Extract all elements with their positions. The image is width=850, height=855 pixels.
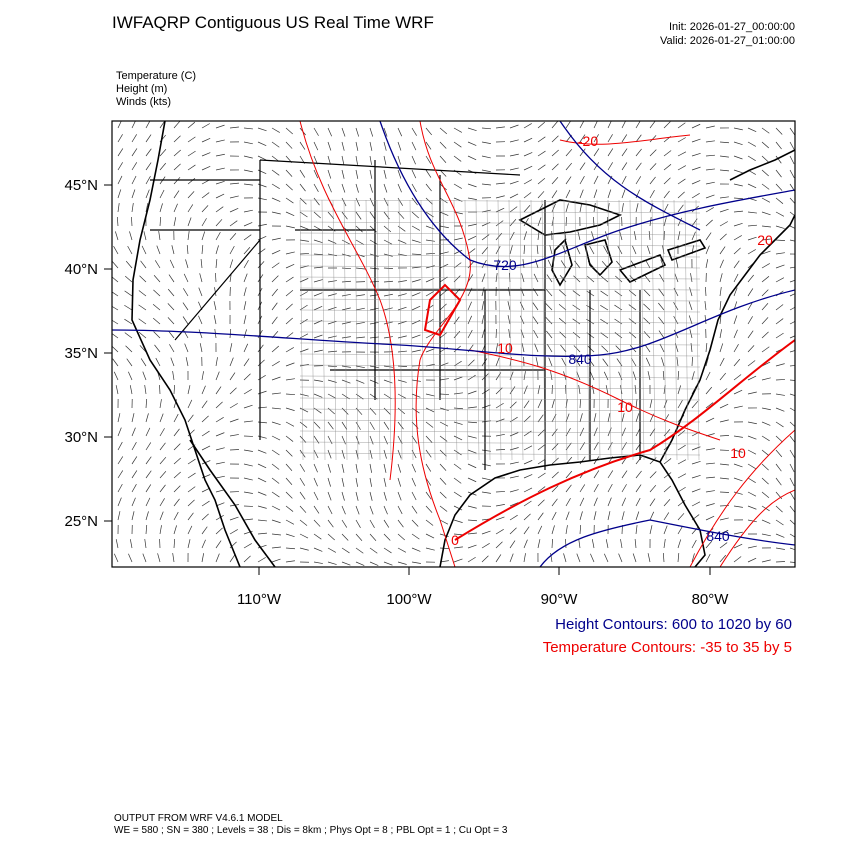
lon-label: 80°W <box>692 591 730 608</box>
contour-label: -20 <box>578 133 598 149</box>
valid-time: Valid: 2026-01-27_01:00:00 <box>660 35 795 47</box>
contour-label: 10 <box>730 445 746 461</box>
field-label: Temperature (C) <box>116 70 196 82</box>
lat-label: 25°N <box>64 513 98 530</box>
title: IWFAQRP Contiguous US Real Time WRF <box>112 13 434 32</box>
field-label: Winds (kts) <box>116 96 171 108</box>
contour-label: 840 <box>568 351 592 367</box>
height-legend: Height Contours: 600 to 1020 by 60 <box>555 616 792 633</box>
contour-label: 0 <box>451 532 459 548</box>
lat-label: 40°N <box>64 261 98 278</box>
lon-label: 100°W <box>386 591 432 608</box>
contour-label: 10 <box>617 399 633 415</box>
contour-label: 840 <box>706 528 730 544</box>
map: -20 720 10 840 10 10 0 840 20 <box>110 120 799 567</box>
init-time: Init: 2026-01-27_00:00:00 <box>669 21 795 33</box>
temperature-legend: Temperature Contours: -35 to 35 by 5 <box>543 639 792 656</box>
lat-label: 35°N <box>64 345 98 362</box>
lat-label: 30°N <box>64 429 98 446</box>
contour-label: 10 <box>497 340 513 356</box>
field-label: Height (m) <box>116 83 167 95</box>
contour-label: 20 <box>757 232 773 248</box>
lon-label: 90°W <box>541 591 579 608</box>
lat-label: 45°N <box>64 177 98 194</box>
footer-settings: WE = 580 ; SN = 380 ; Levels = 38 ; Dis … <box>114 825 508 836</box>
contour-label: 720 <box>493 257 517 273</box>
footer-model: OUTPUT FROM WRF V4.6.1 MODEL <box>114 813 283 824</box>
lon-label: 110°W <box>237 591 282 608</box>
